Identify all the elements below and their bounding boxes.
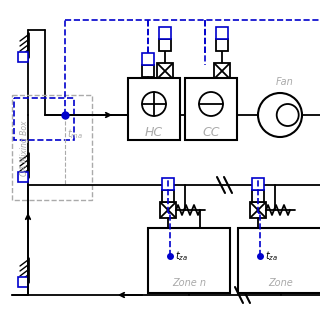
Bar bbox=[159, 27, 171, 39]
Bar bbox=[162, 178, 174, 190]
Bar bbox=[162, 190, 174, 202]
Text: $t_{za}$: $t_{za}$ bbox=[175, 249, 188, 263]
Bar bbox=[18, 172, 28, 182]
Text: $t_{za}$: $t_{za}$ bbox=[265, 249, 278, 263]
Bar bbox=[185, 78, 237, 140]
Bar bbox=[252, 190, 264, 202]
Bar bbox=[14, 98, 74, 140]
Bar bbox=[159, 39, 171, 51]
Text: CC: CC bbox=[202, 125, 220, 139]
Bar bbox=[238, 228, 320, 293]
Bar bbox=[18, 52, 28, 62]
Bar bbox=[214, 63, 230, 79]
Text: Zone n: Zone n bbox=[172, 278, 206, 288]
Bar bbox=[142, 65, 154, 77]
Text: OA Mixing Box: OA Mixing Box bbox=[20, 120, 28, 176]
Bar bbox=[250, 202, 266, 218]
Bar bbox=[128, 78, 180, 140]
Bar bbox=[148, 228, 230, 293]
Text: Zone: Zone bbox=[268, 278, 293, 288]
Bar bbox=[12, 95, 92, 200]
Text: Fan: Fan bbox=[276, 77, 294, 87]
Text: $t_{ma}$: $t_{ma}$ bbox=[67, 127, 83, 141]
Text: HC: HC bbox=[145, 125, 163, 139]
Bar bbox=[252, 178, 264, 190]
Bar bbox=[160, 202, 176, 218]
Bar bbox=[216, 27, 228, 39]
Bar bbox=[18, 277, 28, 287]
Bar bbox=[157, 63, 173, 79]
Bar bbox=[142, 53, 154, 65]
Bar bbox=[216, 39, 228, 51]
